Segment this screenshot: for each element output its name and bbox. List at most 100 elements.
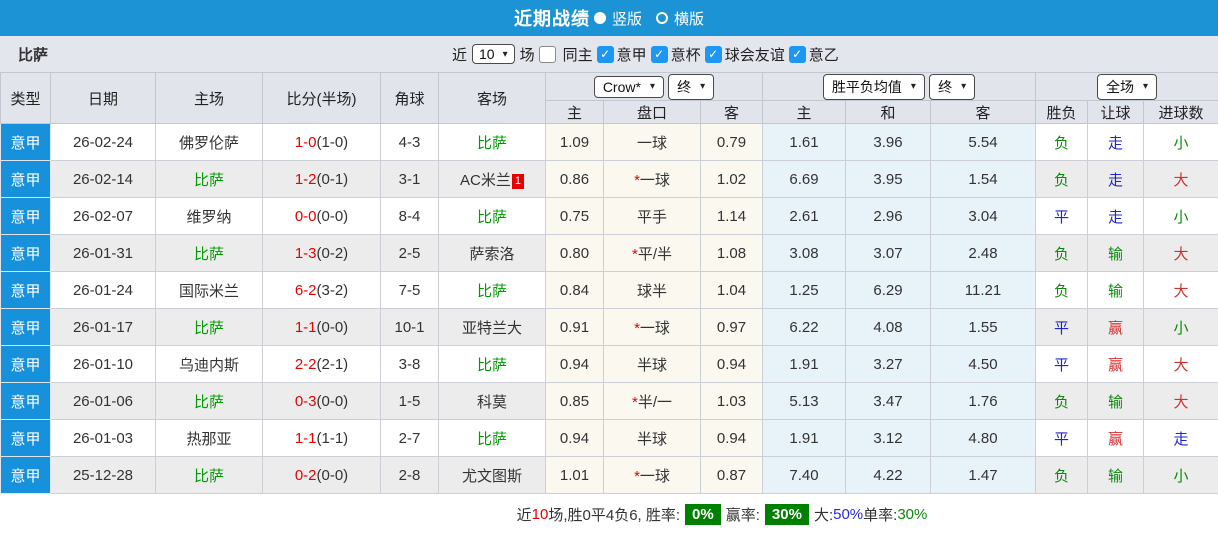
avg-home-cell: 6.22 [762,308,846,346]
score-cell: 1-2(0-1) [262,160,381,198]
checkbox-checked-icon[interactable]: ✓ [704,45,722,63]
avg-away-cell: 5.54 [930,123,1036,161]
outcome-cell: 负 [1035,123,1088,161]
filter-checkbox-意乙[interactable]: ✓ 意乙 [788,44,839,65]
odds-company-value: Crow* [602,78,641,95]
away-team-cell: 比萨 [438,123,546,161]
subcol-avg-draw: 和 [845,100,931,124]
away-team-cell: 比萨 [438,345,546,383]
odds-company-select[interactable]: Crow* ▾ [593,75,664,98]
checkbox-checked-icon[interactable]: ✓ [788,45,806,63]
odds-away-cell: 1.02 [700,160,763,198]
summary-segment: 0% [685,503,721,525]
col-header-home: 主场 [155,72,263,124]
radio-horizontal-unselected-icon[interactable] [656,12,668,24]
fulltime-score: 0-2 [294,466,317,484]
goals-outcome-cell: 小 [1143,123,1218,161]
odds-home-cell: 0.94 [545,419,604,457]
handicap-cell: *一球 [603,456,701,494]
outcome-cell: 负 [1035,234,1088,272]
odds-home-cell: 1.01 [545,456,604,494]
avg-home-cell: 1.61 [762,123,846,161]
handicap-outcome-cell: 走 [1087,197,1144,235]
avg-stage-select[interactable]: 终 ▾ [929,73,976,100]
summary-segment: 单率: [863,506,898,524]
halftime-score: (0-1) [316,170,349,188]
halftime-score: (0-0) [316,207,349,225]
odds-stage-value: 终 [677,78,692,95]
corner-cell: 10-1 [380,308,439,346]
date-cell: 26-02-24 [50,123,156,161]
avg-home-cell: 1.91 [762,345,846,383]
corner-cell: 4-3 [380,123,439,161]
halftime-score: (0-2) [316,244,349,262]
odds-group-header: Crow* ▾ 终 ▾ [545,72,763,101]
horizontal-layout-option[interactable]: 横版 [674,10,705,28]
halftime-score: (3-2) [316,281,349,299]
checkbox-checked-icon[interactable]: ✓ [596,45,614,63]
matches-suffix-label: 场 [519,46,535,64]
away-team-cell: 亚特兰大 [438,308,546,346]
subcol-goals: 进球数 [1143,100,1218,124]
avg-home-cell: 7.40 [762,456,846,494]
outcome-cell: 平 [1035,345,1088,383]
fulltime-score: 1-2 [294,170,317,188]
table-row: 意甲 26-01-06 比萨 0-3(0-0) 1-5 科莫 0.85 *半/一 1.03 5.1… [0,382,1218,420]
home-team-cell: 乌迪内斯 [155,345,263,383]
avg-type-select[interactable]: 胜平负均值 ▾ [822,73,925,100]
table-row: 意甲 26-01-10 乌迪内斯 2-2(2-1) 3-8 比萨 0.94 半球 0.94 1.9… [0,345,1218,383]
halftime-score: (0-0) [316,318,349,336]
summary-bar: 近 10 场,胜0平4负6, 胜率: 0% 赢率: 30% 大: 50% 单率: 30% [0,494,1218,534]
away-team-cell: 科莫 [438,382,546,420]
filter-checkbox-意甲[interactable]: ✓ 意甲 [596,44,647,65]
odds-home-cell: 0.85 [545,382,604,420]
away-team-cell: 比萨 [438,419,546,457]
subcol-avg-home: 主 [762,100,846,124]
radio-vertical-selected-icon[interactable] [593,12,606,24]
table-row: 意甲 26-02-24 佛罗伦萨 1-0(1-0) 4-3 比萨 1.09 一球 0.79 1.6… [0,123,1218,161]
league-cell: 意甲 [0,308,51,346]
matches-count-select[interactable]: 10 ▾ [472,44,515,64]
chevron-down-icon: ▾ [700,81,706,92]
summary-segment: 大: [813,506,834,524]
score-cell: 0-2(0-0) [262,456,381,494]
filter-checkbox-意杯[interactable]: ✓ 意杯 [650,44,701,65]
halftime-score: (1-1) [316,429,349,447]
summary-segment: 场,胜0平4负6, 胜率: [548,506,681,524]
vertical-layout-option[interactable]: 竖版 [611,10,642,28]
handicap-cell: 一球 [603,123,701,161]
halftime-score: (0-0) [316,392,349,410]
checkbox-unchecked-icon[interactable] [538,45,556,63]
handicap-outcome-cell: 输 [1087,234,1144,272]
home-team-cell: 佛罗伦萨 [155,123,263,161]
avg-home-cell: 3.08 [762,234,846,272]
subcol-odds-away: 客 [700,100,763,124]
home-team-cell: 比萨 [155,382,263,420]
handicap-cell: *一球 [603,308,701,346]
avg-draw-cell: 4.08 [845,308,931,346]
date-cell: 26-02-07 [50,197,156,235]
scope-select[interactable]: 全场 ▾ [1096,73,1158,100]
handicap-outcome-cell: 走 [1087,160,1144,198]
odds-home-cell: 0.75 [545,197,604,235]
avg-home-cell: 2.61 [762,197,846,235]
filter-checkbox-同主[interactable]: 同主 [538,44,593,65]
summary-segment: 30% [764,503,809,525]
outcome-cell: 负 [1035,271,1088,309]
near-label: 近 [452,46,468,64]
chevron-down-icon: ▾ [910,81,916,92]
checkbox-label: 意甲 [616,46,647,64]
goals-outcome-cell: 大 [1143,382,1218,420]
avg-home-cell: 5.13 [762,382,846,420]
away-team-cell: 尤文图斯 [438,456,546,494]
score-cell: 1-0(1-0) [262,123,381,161]
handicap-outcome-cell: 走 [1087,123,1144,161]
home-team-cell: 比萨 [155,456,263,494]
filter-checkbox-球会友谊[interactable]: ✓ 球会友谊 [704,44,785,65]
avg-draw-cell: 3.95 [845,160,931,198]
odds-stage-select[interactable]: 终 ▾ [668,73,715,100]
league-cell: 意甲 [0,160,51,198]
outcome-cell: 负 [1035,382,1088,420]
avg-away-cell: 1.54 [930,160,1036,198]
checkbox-checked-icon[interactable]: ✓ [650,45,668,63]
